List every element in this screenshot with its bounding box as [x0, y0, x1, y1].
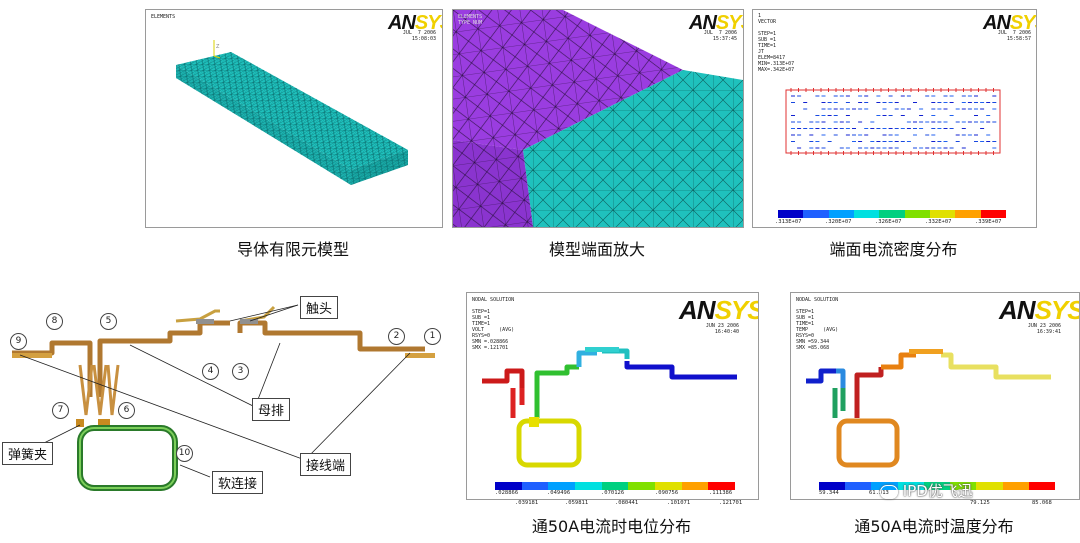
- conductor-drawing: [12, 304, 435, 491]
- colorbar-label: .101071: [667, 500, 691, 506]
- colorbar-label: 59.344: [819, 490, 839, 496]
- callout-5: 5: [100, 313, 117, 330]
- result-header: NODAL SOLUTION STEP=1 SUB =1 TIME=1 VOLT…: [472, 297, 515, 351]
- colorbar-top-labels: 59.344 61.313: [819, 490, 1069, 497]
- callout-1: 1: [424, 328, 441, 345]
- label-contact: 触头: [300, 296, 339, 319]
- colorbar-labels: .313E+07 .320E+07 .326E+07 .332E+07 .339…: [775, 219, 1015, 227]
- colorbar-label: .339E+07: [975, 219, 1002, 225]
- label-busbar: 母排: [252, 398, 291, 421]
- colorbar-label: .320E+07: [825, 219, 852, 225]
- date-stamp: JUN 23 2006 16:40:40: [705, 323, 739, 335]
- ansys-logo: ANSYS: [983, 12, 1036, 34]
- svg-text:Z: Z: [216, 44, 220, 50]
- caption-potential: 通50A电流时电位分布: [531, 517, 692, 536]
- callout-10: 10: [176, 445, 193, 462]
- temperature-colorbar-bottom-labels: 79.125 85.068: [970, 500, 1075, 508]
- end-face-mesh: [453, 10, 743, 227]
- colorbar-top-labels: .028866 .049496 .070126 .090756 .111386: [495, 490, 755, 497]
- conductor-mesh-3d: Z: [176, 40, 408, 185]
- current-vector-plot: [785, 88, 1001, 155]
- colorbar-label: .039181: [515, 500, 539, 506]
- colorbar-label: .070126: [601, 490, 625, 496]
- caption-end-zoom: 模型端面放大: [548, 240, 645, 259]
- temperature-panel: NODAL SOLUTION STEP=1 SUB =1 TIME=1 TEMP…: [790, 292, 1080, 500]
- colorbar-label: .090756: [655, 490, 679, 496]
- result-header: NODAL SOLUTION STEP=1 SUB =1 TIME=1 TEMP…: [796, 297, 839, 351]
- colorbar-label: .313E+07: [775, 219, 802, 225]
- label-soft-connection: 软连接: [212, 471, 264, 494]
- ansys-logo: ANSYS: [679, 295, 759, 325]
- callout-4: 4: [202, 363, 219, 380]
- ansys-logo: ANSYS: [388, 12, 442, 34]
- temperature-contour-plot: [806, 349, 1051, 468]
- callout-2: 2: [388, 328, 405, 345]
- caption-current-density: 端面电流密度分布: [829, 240, 958, 259]
- date-stamp: JUL 7 2006 15:08:03: [402, 30, 436, 42]
- caption-temperature: 通50A电流时温度分布: [854, 517, 1014, 536]
- panel-label: ELEMENTS: [151, 14, 176, 20]
- colorbar-label: .121701: [719, 500, 743, 506]
- potential-panel: NODAL SOLUTION STEP=1 SUB =1 TIME=1 VOLT…: [466, 292, 759, 500]
- colorbar-label: 85.068: [1032, 500, 1052, 506]
- watermark: IPD优飞迅: [880, 480, 973, 501]
- colorbar-label: 79.125: [970, 500, 990, 506]
- label-spring-clip: 弹簧夹: [2, 442, 54, 465]
- ansys-logo: ANSYS: [689, 12, 743, 34]
- current-density-panel: 1 VECTOR STEP=1 SUB =1 TIME=1 JT ELEM=84…: [752, 9, 1037, 228]
- ansys-logo: ANSYS: [999, 295, 1080, 325]
- callout-9: 9: [10, 333, 27, 350]
- callout-8: 8: [46, 313, 63, 330]
- colorbar-label: .080441: [615, 500, 639, 506]
- date-stamp: JUN 23 2006 16:39:41: [1027, 323, 1061, 335]
- callout-6: 6: [118, 402, 135, 419]
- conductor-diagram: 9 8 5 4 3 2 1 7 6 10 触头 母排 弹簧夹 接线端 软连接: [0, 285, 460, 500]
- end-zoom-panel: ELEMENTS TYPE NUM ANSYS JUL 7 2006 15:37…: [452, 9, 744, 228]
- panel-label: ELEMENTS TYPE NUM: [458, 14, 483, 26]
- colorbar-label: .028866: [495, 490, 519, 496]
- potential-contour-plot: [482, 347, 737, 468]
- wechat-icon: [880, 484, 898, 499]
- colorbar-label: .326E+07: [875, 219, 902, 225]
- colorbar-label: .332E+07: [925, 219, 952, 225]
- callout-7: 7: [52, 402, 69, 419]
- date-stamp: JUL 7 2006 15:58:57: [997, 30, 1031, 42]
- colorbar-label: .059811: [565, 500, 589, 506]
- potential-colorbar-bottom-labels: .039181 .059811 .080441 .101071 .121701: [515, 500, 765, 508]
- fe-model-panel: ELEMENTS ANSYS JUL 7 2006 15:08:03 Z: [145, 9, 443, 228]
- colorbar-label: 61.313: [869, 490, 889, 496]
- colorbar-label: .111386: [709, 490, 733, 496]
- callout-3: 3: [232, 363, 249, 380]
- colorbar: [495, 482, 736, 490]
- caption-fe-model: 导体有限元模型: [236, 240, 349, 259]
- colorbar-label: .049496: [547, 490, 571, 496]
- label-terminal: 接线端: [300, 453, 352, 476]
- colorbar: [778, 210, 1006, 218]
- result-header: 1 VECTOR STEP=1 SUB =1 TIME=1 JT ELEM=84…: [758, 13, 795, 73]
- date-stamp: JUL 7 2006 15:37:45: [703, 30, 737, 42]
